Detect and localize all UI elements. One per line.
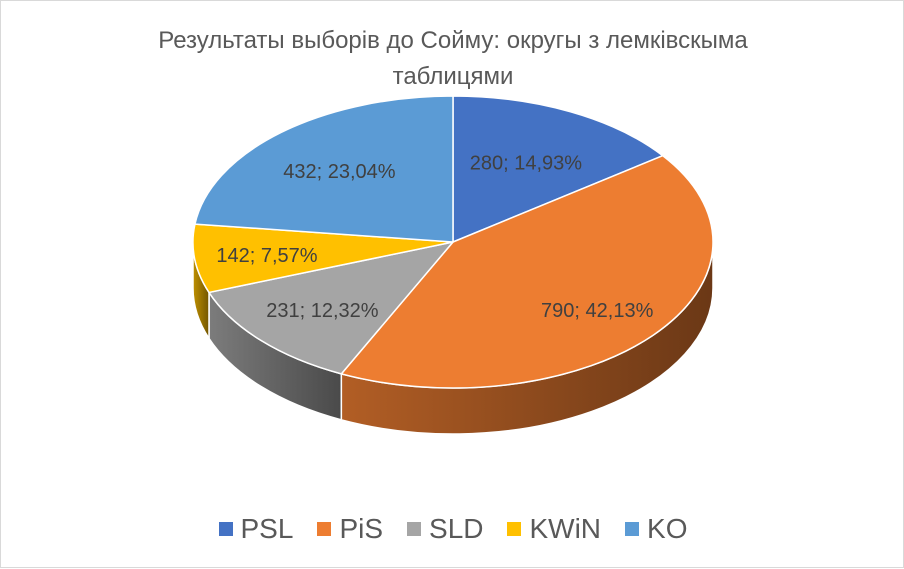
legend-label-pis: PiS: [339, 513, 384, 544]
legend-item-sld: SLD: [407, 513, 483, 545]
legend-swatch-ko: [625, 522, 640, 536]
pie-slice-kwin: [192, 223, 454, 294]
data-label-sld: 231; 12,32%: [266, 300, 379, 322]
data-label-pis: 790; 42,13%: [541, 300, 654, 322]
legend-label-psl: PSL: [240, 513, 294, 544]
legend-swatch-kwin: [507, 522, 522, 536]
pie-slice-sld: [208, 241, 454, 375]
pie-slice-ko: [194, 95, 454, 243]
data-label-kwin: 142; 7,57%: [216, 245, 317, 267]
legend-label-sld: SLD: [429, 513, 484, 544]
data-label-ko: 432; 23,04%: [283, 161, 396, 183]
legend-item-pis: PiS: [317, 513, 383, 545]
chart-legend: PSL PiS SLD KWiN KO: [1, 509, 904, 549]
legend-swatch-pis: [317, 522, 332, 536]
legend-item-kwin: KWiN: [507, 513, 601, 545]
legend-label-ko: KO: [647, 513, 688, 544]
pie-slice-psl: [452, 95, 664, 243]
legend-swatch-psl: [218, 522, 233, 536]
data-label-psl: 280; 14,93%: [470, 152, 583, 174]
legend-item-ko: KO: [625, 513, 688, 545]
legend-swatch-sld: [407, 522, 422, 536]
pie-slice-pis: [340, 154, 714, 389]
legend-item-psl: PSL: [218, 513, 294, 545]
legend-label-kwin: KWiN: [529, 513, 602, 544]
chart-title: Результаты выборів до Сойму: округы з ле…: [158, 27, 748, 90]
